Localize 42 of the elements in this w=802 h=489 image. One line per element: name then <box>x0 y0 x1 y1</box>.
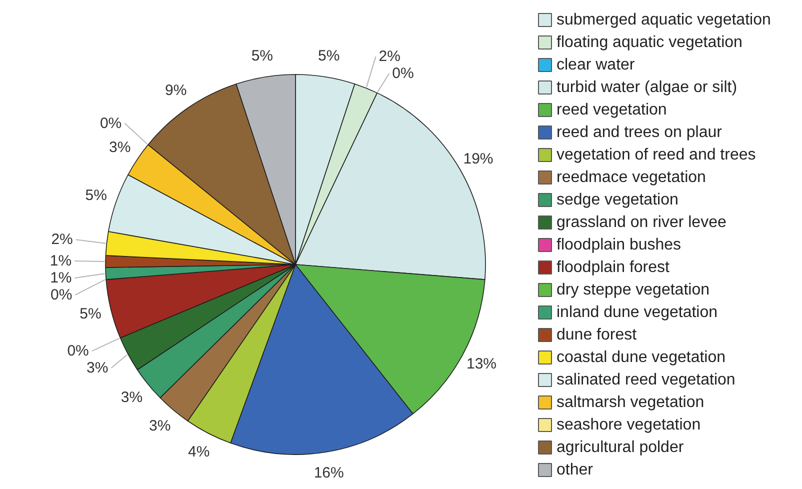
data-label: 5% <box>80 306 102 323</box>
legend-label: floating aquatic vegetation <box>556 34 742 51</box>
data-label: 3% <box>120 389 143 406</box>
legend-label: clear water <box>556 56 636 74</box>
legend-label: grassland on river levee <box>556 214 726 231</box>
legend-label: salinated reed vegetation <box>556 372 736 388</box>
data-label: 3% <box>149 418 171 435</box>
data-label: 9% <box>165 82 187 100</box>
legend-label: seashore vegetation <box>556 416 701 434</box>
text: 0% <box>100 114 122 132</box>
legend-label: saltmarsh vegetation <box>556 394 704 411</box>
data-label: 3% <box>108 139 131 156</box>
legend-label: agricultural polder <box>556 439 684 456</box>
text: 0% <box>67 342 89 360</box>
legend-label: reed vegetation <box>556 102 667 118</box>
legend-label: floodplain bushes <box>556 236 682 254</box>
legend-label: other <box>556 462 594 478</box>
legend-label: floodplain forest <box>556 259 670 276</box>
legend-label: dry steppe vegetation <box>556 282 710 298</box>
data-label: 4% <box>188 444 210 461</box>
data-label: 16% <box>314 464 344 482</box>
data-label: 2% <box>51 231 73 248</box>
legend-label: inland dune vegetation <box>556 304 718 321</box>
data-label: 19% <box>463 150 494 168</box>
text: 0% <box>392 65 414 82</box>
legend-label: turbid water (algae or silt) <box>556 79 738 96</box>
legend-label: reedmace vegetation <box>556 169 706 186</box>
data-label: 5% <box>318 48 340 65</box>
data-label: 3% <box>86 360 108 377</box>
legend-label: dune forest <box>556 326 638 344</box>
text: 0% <box>50 286 72 304</box>
legend-label: reed and trees on plaur <box>556 124 723 141</box>
legend-label: coastal dune vegetation <box>556 349 726 366</box>
data-label: 5% <box>251 48 274 65</box>
data-label: 1% <box>50 269 72 286</box>
legend-label: sedge vegetation <box>556 192 678 208</box>
data-label: 2% <box>378 48 400 66</box>
legend-label: vegetation of reed and trees <box>556 146 756 164</box>
data-label: 5% <box>85 186 107 204</box>
data-label: 1% <box>50 252 72 270</box>
legend-label: submerged aquatic vegetation <box>556 12 771 28</box>
data-label: 13% <box>466 356 497 373</box>
